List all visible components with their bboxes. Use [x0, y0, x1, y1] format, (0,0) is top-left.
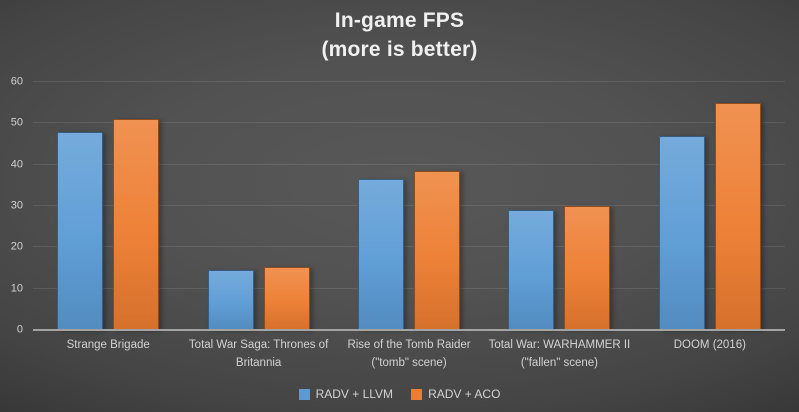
y-tick-label: 30	[10, 199, 23, 212]
x-axis-label: DOOM (2016)	[673, 339, 746, 351]
bar-groups	[33, 82, 785, 330]
gridline	[33, 246, 785, 248]
legend: RADV + LLVM RADV + ACO	[0, 387, 799, 401]
chart-title-line1: In-game FPS	[334, 9, 465, 32]
bar-radv-llvm-rise-of-the-tomb-raider	[358, 179, 405, 330]
x-axis-labels: Strange Brigade Total War Saga: Thrones o…	[33, 336, 785, 372]
x-axis-label: Total War Saga: Thrones of Britannia	[188, 339, 329, 369]
gridline	[33, 81, 785, 82]
gridline	[33, 205, 785, 206]
y-tick-label: 60	[10, 75, 23, 88]
bar-group-strange-brigade	[33, 82, 183, 330]
y-tick-label: 0	[16, 323, 23, 336]
bar-radv-llvm-doom-2016	[658, 135, 705, 330]
y-tick-label: 40	[10, 158, 23, 171]
gridline	[33, 122, 785, 124]
legend-swatch-radv-aco	[411, 388, 423, 400]
chart-title-line2: (more is better)	[321, 38, 478, 61]
x-axis-label: Strange Brigade	[66, 339, 150, 351]
gridline	[33, 287, 785, 289]
bar-radv-llvm-total-war-saga-thrones-of	[207, 270, 254, 330]
bar-group-rise-of-the-tomb-raider	[334, 82, 484, 330]
x-axis-label: Total War: WARHAMMER II ("fallen" scene)	[488, 339, 631, 369]
legend-item-radv-aco: RADV + ACO	[411, 387, 500, 401]
x-axis-label: Rise of the Tomb Raider ("tomb" scene)	[347, 339, 471, 369]
bar-group-doom-2016	[635, 82, 785, 330]
bar-radv-aco-doom-2016	[714, 102, 761, 330]
legend-swatch-radv-llvm	[298, 388, 310, 400]
bar-radv-aco-total-war-warhammer-ii	[564, 206, 611, 330]
bar-radv-aco-total-war-saga-thrones-of	[263, 266, 310, 330]
x-axis-baseline	[33, 329, 785, 331]
y-axis: 0 10 20 30 40 50 60	[0, 76, 26, 335]
legend-label: RADV + ACO	[428, 387, 501, 401]
bar-radv-aco-strange-brigade	[113, 119, 160, 330]
bar-group-total-war-warhammer-ii	[484, 82, 634, 330]
y-tick-label: 50	[10, 116, 23, 129]
chart-title: In-game FPS (more is better)	[0, 6, 799, 64]
bar-radv-llvm-total-war-warhammer-ii	[508, 210, 555, 330]
y-tick-label: 20	[10, 240, 23, 253]
gridline	[33, 163, 785, 165]
y-tick-label: 10	[10, 282, 23, 295]
legend-label: RADV + LLVM	[315, 387, 394, 401]
plot-area	[33, 81, 785, 331]
legend-item-radv-llvm: RADV + LLVM	[298, 387, 394, 401]
bar-radv-aco-rise-of-the-tomb-raider	[414, 170, 461, 330]
bar-radv-llvm-strange-brigade	[57, 131, 104, 330]
bar-group-total-war-saga-thrones-of	[183, 82, 333, 330]
